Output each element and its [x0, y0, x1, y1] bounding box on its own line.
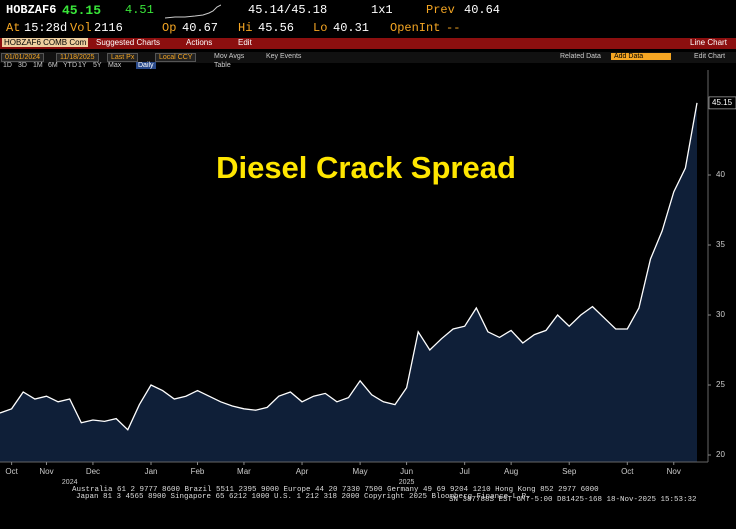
- prev: 40.64: [464, 3, 501, 17]
- y-tick-label: 40: [716, 170, 725, 179]
- y-tick-label: 35: [716, 240, 725, 249]
- x-tick-label: Jul: [460, 467, 470, 476]
- sparkline: [165, 4, 221, 19]
- period-button[interactable]: 1D: [3, 62, 12, 69]
- view-name: Line Chart: [690, 38, 727, 47]
- period-button[interactable]: 6M: [48, 62, 58, 69]
- x-tick-label: Feb: [191, 467, 205, 476]
- vol-label: Vol: [70, 21, 92, 35]
- x-tick-label: Sep: [562, 467, 577, 476]
- area-fill: [0, 102, 697, 463]
- oi: --: [446, 21, 461, 35]
- last-value-label: 45.15: [712, 98, 733, 107]
- prev-label: Prev: [426, 3, 455, 17]
- security-field[interactable]: HOBZAF6 COMB Com: [2, 38, 89, 47]
- time: 15:28d: [24, 21, 68, 35]
- footer-line-1: Australia 61 2 9777 8600 Brazil 5511 239…: [72, 486, 599, 494]
- size: 1x1: [371, 3, 393, 17]
- year-label: 2024: [62, 479, 78, 486]
- period-button[interactable]: 5Y: [93, 62, 102, 69]
- period-button[interactable]: Max: [108, 62, 122, 69]
- x-tick-label: Nov: [667, 467, 681, 476]
- last-value-box: [708, 96, 736, 110]
- high: 45.56: [258, 21, 295, 35]
- x-tick-label: Oct: [5, 467, 18, 476]
- add-data[interactable]: Add Data: [611, 53, 671, 60]
- x-tick-label: Dec: [86, 467, 100, 476]
- x-tick-label: Jan: [145, 467, 158, 476]
- low: 40.31: [333, 21, 370, 35]
- suggested-charts[interactable]: Suggested Charts: [96, 38, 161, 47]
- period-button[interactable]: 1Y: [78, 62, 87, 69]
- ticker: HOBZAF6: [6, 3, 57, 17]
- y-tick-label: 25: [716, 380, 725, 389]
- time-label: At: [6, 21, 21, 35]
- high-label: Hi: [238, 21, 253, 35]
- footer-line-2: Japan 81 3 4565 8900 Singapore 65 6212 1…: [76, 493, 531, 501]
- toolbar-2: 01/01/2024 11/18/2025 Last Px Local CCY …: [0, 52, 736, 63]
- edit-chart[interactable]: Edit Chart: [694, 53, 726, 60]
- last-price: 45.15: [62, 3, 102, 18]
- line: [0, 102, 698, 431]
- period-button[interactable]: 1M: [33, 62, 43, 69]
- edit-menu[interactable]: Edit: [238, 38, 252, 47]
- open-label: Op: [162, 21, 177, 35]
- year-label: 2025: [399, 479, 415, 486]
- x-tick-label: Aug: [504, 467, 518, 476]
- actions-menu[interactable]: Actions: [186, 38, 213, 47]
- open: 40.67: [182, 21, 219, 35]
- x-tick-label: May: [353, 467, 368, 476]
- key-events[interactable]: Key Events: [266, 53, 302, 60]
- vol: 2116: [94, 21, 123, 35]
- y-tick-label: 30: [716, 310, 725, 319]
- footer-line-3: SN 387788S EST GMT-5:00 D81425-168 18-No…: [449, 496, 697, 504]
- period-button[interactable]: 3D: [18, 62, 27, 69]
- toolbar: HOBZAF6 COMB Com Suggested Charts Action…: [0, 38, 736, 49]
- related-data[interactable]: Related Data: [560, 53, 601, 60]
- mov-avgs[interactable]: Mov Avgs: [214, 53, 245, 60]
- field[interactable]: Last Px: [107, 53, 139, 62]
- chart-title: Diesel Crack Spread: [216, 150, 516, 185]
- x-tick-label: Mar: [237, 467, 251, 476]
- period-bar: Daily Table 1D 3D 1M 6M YTD 1Y 5Y Max: [0, 62, 736, 70]
- frequency[interactable]: Daily: [136, 62, 156, 69]
- to-date[interactable]: 11/18/2025: [56, 53, 99, 62]
- x-tick-label: Apr: [296, 467, 309, 476]
- change: 4.51: [125, 3, 154, 17]
- bid-ask: 45.14/45.18: [248, 3, 328, 17]
- period-button[interactable]: YTD: [63, 62, 77, 69]
- x-tick-label: Oct: [621, 467, 634, 476]
- low-label: Lo: [313, 21, 328, 35]
- table-button[interactable]: Table: [214, 62, 231, 69]
- currency[interactable]: Local CCY: [155, 53, 197, 62]
- x-tick-label: Nov: [39, 467, 53, 476]
- from-date[interactable]: 01/01/2024: [1, 53, 45, 62]
- x-tick-label: Jun: [400, 467, 413, 476]
- y-tick-label: 20: [716, 450, 725, 459]
- oi-label: OpenInt: [390, 21, 441, 35]
